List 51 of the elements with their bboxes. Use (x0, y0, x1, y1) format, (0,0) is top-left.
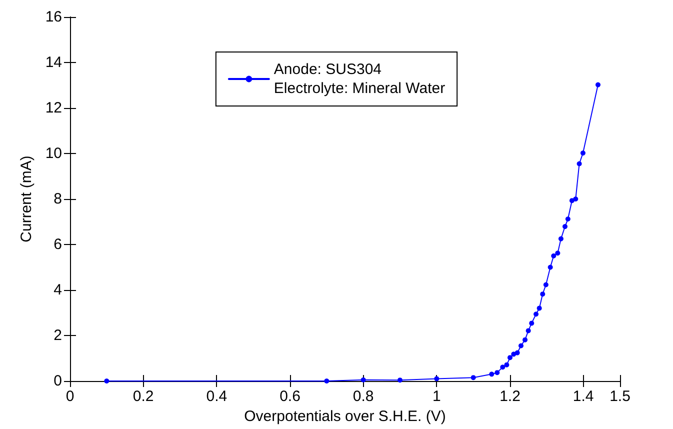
y-tick-label: 10 (45, 145, 62, 162)
x-tick-label: 0.4 (206, 388, 228, 405)
x-tick-label: 1 (432, 388, 441, 405)
point (543, 282, 548, 288)
point (489, 372, 494, 377)
point (565, 216, 570, 222)
y-tick-label: 16 (45, 8, 62, 26)
y-tick-label: 8 (54, 190, 62, 208)
point (360, 377, 366, 382)
x-tick-label: 1.4 (572, 388, 594, 405)
point (555, 250, 560, 256)
x-tick-label: 1.2 (500, 388, 520, 405)
y-tick-label: 12 (45, 100, 62, 116)
point (573, 196, 578, 202)
point (514, 350, 520, 356)
point (470, 375, 476, 380)
point (104, 378, 110, 384)
x-tick-label: 0.2 (132, 388, 154, 405)
x-tick-label: 0 (66, 388, 74, 405)
y-tick-label: 2 (54, 327, 62, 344)
x-tick-label: 0.8 (352, 388, 374, 405)
point (500, 364, 506, 370)
point (534, 312, 539, 317)
y-tick-label: 14 (45, 54, 62, 71)
point (576, 161, 582, 166)
point (511, 352, 516, 357)
point (398, 378, 402, 383)
point (562, 224, 568, 230)
point (558, 236, 564, 242)
point (508, 355, 512, 360)
point (518, 343, 524, 348)
y-tick-label: 4 (54, 282, 62, 298)
x-tick-label: 0.6 (280, 388, 300, 405)
point (596, 82, 600, 88)
y-axis-title: Current (mA) (18, 156, 35, 242)
y-tick-label: 0 (54, 372, 62, 390)
point (522, 337, 528, 342)
point (494, 370, 500, 376)
point (504, 362, 510, 368)
point (536, 306, 542, 311)
point (551, 253, 556, 258)
point (526, 328, 531, 334)
y-tick-label: 6 (54, 236, 62, 253)
point (529, 320, 534, 326)
legend-label: Anode: SUS304 Electrolyte: Mineral Water (274, 61, 446, 97)
point (548, 264, 553, 270)
point (580, 150, 586, 156)
point (540, 292, 546, 297)
x-tick-label: 1.5 (610, 388, 630, 405)
point (324, 378, 330, 384)
x-axis-title: Overpotentials over S.H.E. (V) (244, 408, 446, 425)
